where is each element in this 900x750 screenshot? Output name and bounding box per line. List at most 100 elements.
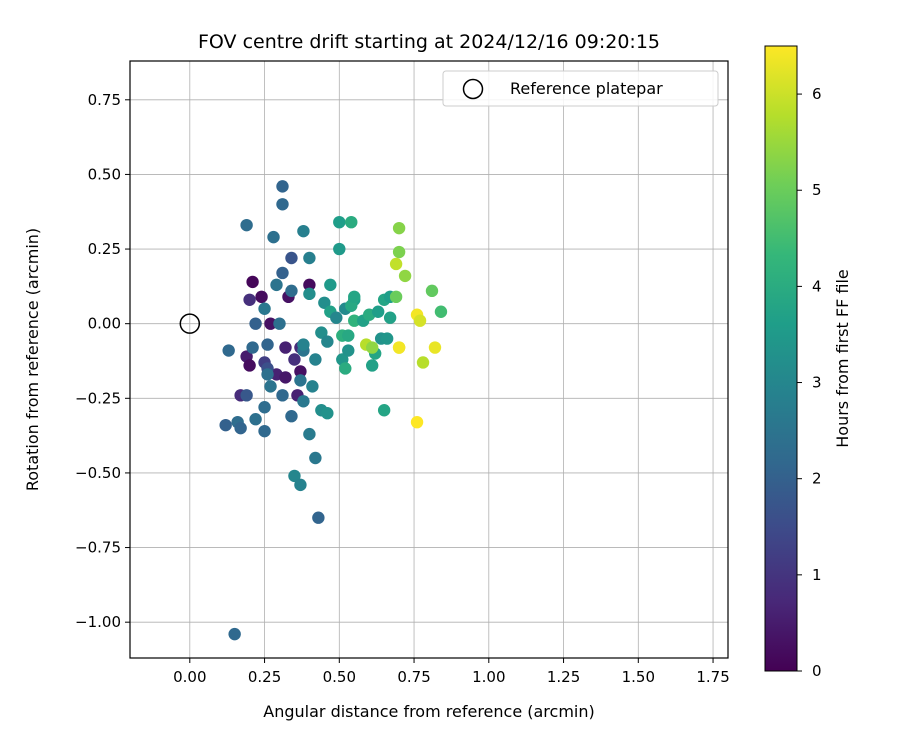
data-point xyxy=(288,353,301,366)
data-point xyxy=(267,230,280,244)
reference-marker-layer xyxy=(179,313,201,334)
data-point xyxy=(318,296,331,309)
data-point xyxy=(222,344,235,357)
data-point xyxy=(389,290,403,304)
data-point xyxy=(279,371,292,384)
data-point xyxy=(425,284,439,298)
data-point xyxy=(306,380,319,393)
data-point xyxy=(371,305,385,318)
data-point xyxy=(345,215,358,229)
data-point xyxy=(312,511,325,524)
data-point xyxy=(228,627,241,641)
data-point xyxy=(410,415,424,429)
data-point xyxy=(303,278,316,292)
data-point xyxy=(276,389,289,402)
data-point xyxy=(333,215,346,229)
data-point xyxy=(261,338,274,351)
data-point xyxy=(261,368,274,381)
data-point xyxy=(377,404,391,417)
grid xyxy=(130,61,728,658)
data-point xyxy=(276,180,289,193)
legend-box xyxy=(442,70,719,107)
data-point xyxy=(258,401,271,414)
colorbar-tick-label: 0 xyxy=(812,662,822,680)
data-point xyxy=(234,421,247,435)
data-point xyxy=(348,314,361,327)
colorbar-tick-label: 3 xyxy=(812,374,822,392)
data-point xyxy=(294,478,307,492)
data-point xyxy=(243,293,256,306)
data-point xyxy=(309,451,322,465)
data-point xyxy=(416,356,430,369)
data-point xyxy=(246,275,259,289)
x-tick-label: 0.75 xyxy=(397,668,430,686)
data-point xyxy=(309,353,322,366)
data-point xyxy=(428,341,442,354)
data-point xyxy=(246,341,259,354)
data-point xyxy=(276,266,289,280)
y-tick-label: 0.75 xyxy=(88,91,121,109)
data-point xyxy=(398,269,412,283)
data-point xyxy=(348,290,361,304)
data-point xyxy=(365,341,379,354)
data-point xyxy=(392,221,406,235)
data-point xyxy=(297,395,310,408)
x-axis-ticks: 0.00 0.25 0.50 0.75 1.00 1.25 1.50 1.75 xyxy=(173,658,730,686)
colorbar: 0 1 2 3 4 5 6 Hours from first FF file xyxy=(764,45,852,680)
y-tick-label: −0.50 xyxy=(75,464,121,482)
data-point xyxy=(392,341,406,354)
data-point xyxy=(240,218,253,232)
x-tick-label: 1.25 xyxy=(547,668,580,686)
data-point xyxy=(264,317,277,330)
data-point xyxy=(339,362,352,375)
colorbar-tick-label: 2 xyxy=(812,470,822,488)
legend: Reference platepar xyxy=(442,70,719,107)
data-point xyxy=(255,290,268,304)
colorbar-ticks: 0 1 2 3 4 5 6 xyxy=(797,85,822,680)
colorbar-tick-label: 1 xyxy=(812,566,822,584)
data-point xyxy=(303,427,316,441)
x-tick-label: 0.00 xyxy=(173,668,206,686)
data-point xyxy=(383,311,397,324)
data-point xyxy=(249,317,262,330)
x-axis-label: Angular distance from reference (arcmin) xyxy=(263,702,594,721)
y-tick-label: −1.00 xyxy=(75,613,121,631)
data-point xyxy=(294,365,307,378)
data-point xyxy=(264,380,277,393)
data-point xyxy=(285,284,298,298)
data-point xyxy=(243,359,256,372)
colorbar-label: Hours from first FF file xyxy=(833,269,852,448)
data-point xyxy=(330,311,343,324)
data-point xyxy=(389,257,403,271)
y-tick-label: −0.75 xyxy=(75,539,121,557)
legend-marker-open-circle xyxy=(462,78,484,100)
y-axis-ticks: 0.75 0.50 0.25 0.00 −0.25 −0.50 −0.75 −1.00 xyxy=(75,91,130,631)
x-tick-label: 1.50 xyxy=(622,668,655,686)
data-point xyxy=(434,305,448,318)
data-point xyxy=(258,302,271,315)
data-point xyxy=(297,224,310,238)
data-point xyxy=(249,413,262,426)
data-point xyxy=(219,418,232,432)
colorbar-gradient xyxy=(764,45,798,672)
colorbar-tick-label: 4 xyxy=(812,277,822,295)
data-point xyxy=(240,389,253,402)
data-point xyxy=(273,317,286,330)
data-point xyxy=(270,278,283,292)
data-point xyxy=(321,335,334,348)
data-point xyxy=(285,410,298,423)
data-point xyxy=(342,329,355,342)
chart-title: FOV centre drift starting at 2024/12/16 … xyxy=(198,31,660,53)
data-point xyxy=(303,287,316,301)
data-point xyxy=(297,338,310,351)
plot-frame xyxy=(129,60,729,659)
x-tick-label: 0.25 xyxy=(248,668,281,686)
y-tick-label: −0.25 xyxy=(75,389,121,407)
x-tick-label: 1.00 xyxy=(472,668,505,686)
data-point xyxy=(365,359,379,372)
data-point xyxy=(392,245,406,259)
data-point xyxy=(324,278,337,292)
data-point xyxy=(288,469,301,483)
colorbar-tick-label: 5 xyxy=(812,181,822,199)
